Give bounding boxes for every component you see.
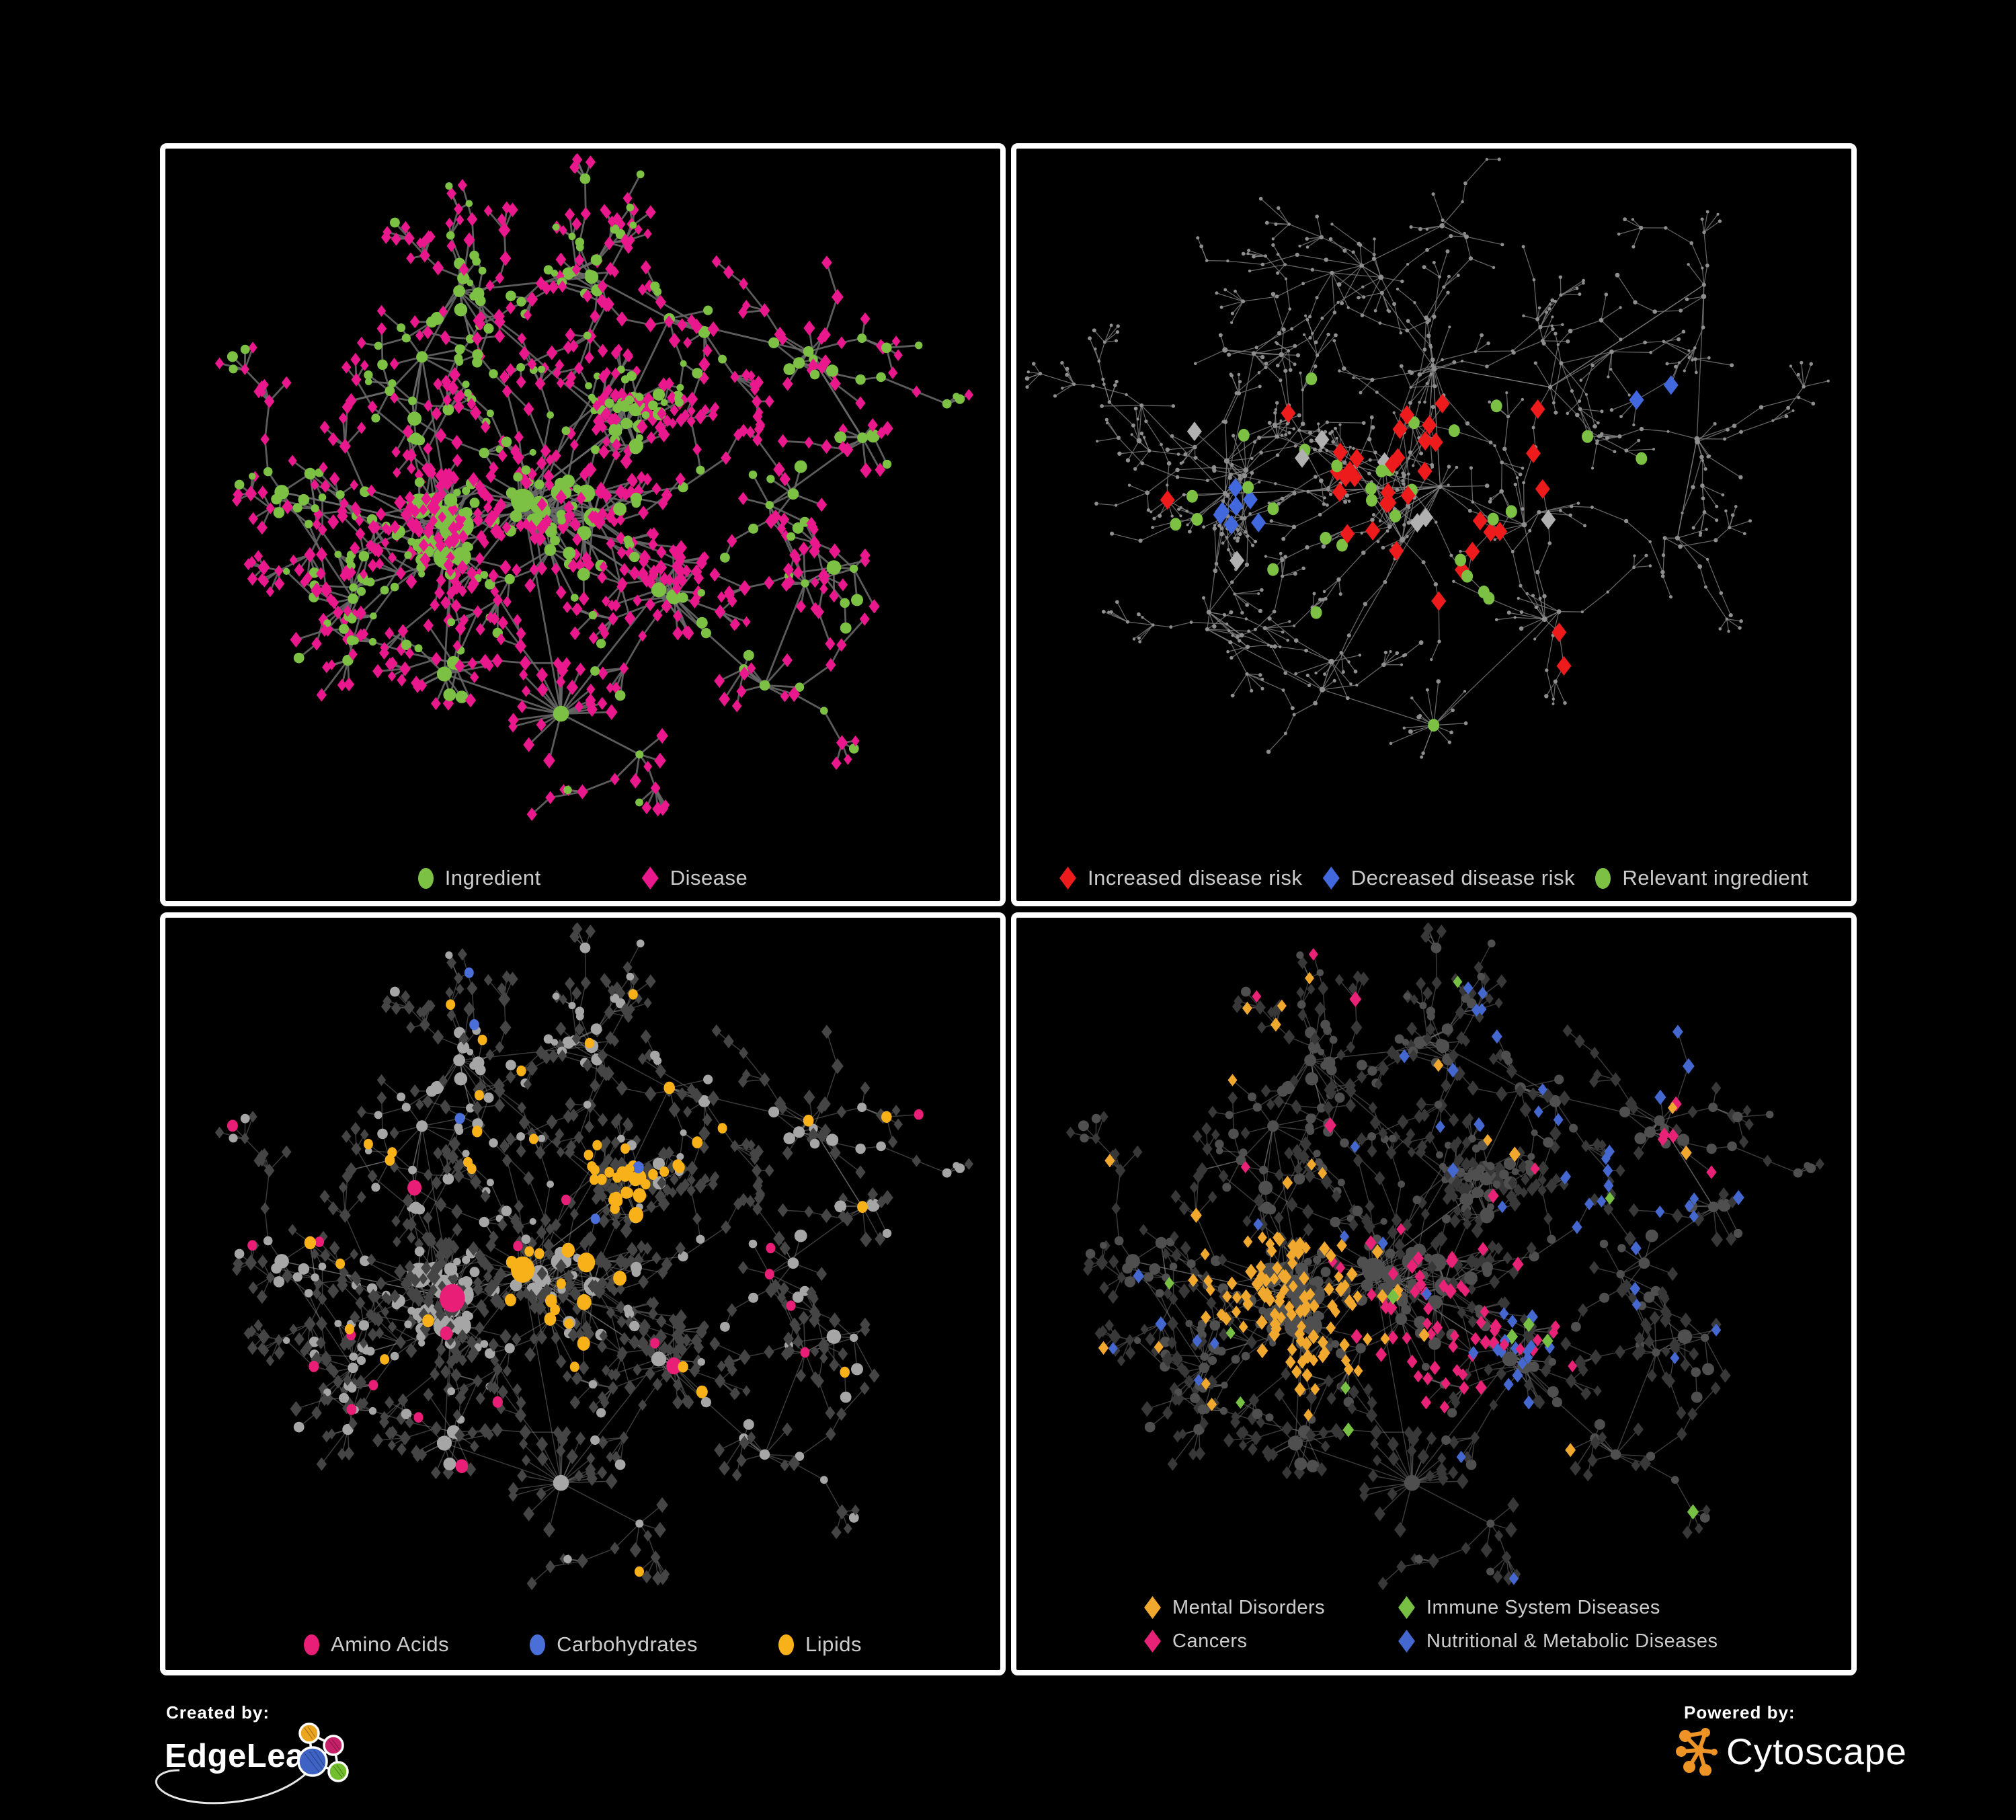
legend: Ingredient Disease	[165, 866, 1000, 890]
legend-label: Ingredient	[444, 866, 541, 889]
legend-item-carbohydrates: Carbohydrates	[530, 1632, 698, 1657]
legend-label: Decreased disease risk	[1350, 866, 1575, 889]
disease-risk-network-graph	[1024, 157, 1830, 759]
immune-diseases-node-icon	[1398, 1596, 1415, 1619]
amino-acids-node-icon	[304, 1634, 320, 1655]
lipids-node-icon	[778, 1634, 794, 1655]
disease-node-icon	[641, 867, 659, 889]
legend-item-increased-risk: Increased disease risk	[1059, 866, 1302, 890]
legend-label: Cancers	[1172, 1630, 1248, 1652]
mental-disorders-node-icon	[1144, 1596, 1161, 1619]
legend-label: Relevant ingredient	[1622, 866, 1808, 889]
legend-item-cancers: Cancers	[1144, 1630, 1398, 1653]
carbohydrates-node-icon	[530, 1634, 546, 1655]
legend: Amino Acids Carbohydrates Lipids	[165, 1632, 1000, 1657]
legend-label: Lipids	[805, 1632, 862, 1656]
legend-item-relevant-ingredient: Relevant ingredient	[1595, 866, 1808, 890]
increased-risk-node-icon	[1059, 867, 1076, 889]
cytoscape-wordmark: Cytoscape	[1726, 1731, 1907, 1772]
legend-label: Carbohydrates	[557, 1632, 698, 1656]
legend-item-ingredient: Ingredient	[417, 866, 541, 890]
legend-label: Nutritional & Metabolic Diseases	[1426, 1630, 1718, 1652]
ingredient-disease-network-graph	[214, 153, 973, 822]
legend-item-decreased-risk: Decreased disease risk	[1322, 866, 1575, 890]
edgeleap-logo-icon	[155, 1723, 349, 1805]
cytoscape-logo-icon	[1676, 1728, 1718, 1776]
panel-disease-risk-network: Increased disease risk Decreased disease…	[1011, 143, 1857, 906]
nutrient-classes-network-graph	[214, 922, 973, 1591]
legend-item-disease: Disease	[641, 866, 748, 890]
powered-by-credit: Powered by: Cytos	[1675, 1702, 1958, 1803]
legend-item-mental-disorders: Mental Disorders	[1144, 1596, 1398, 1619]
legend-label: Increased disease risk	[1088, 866, 1303, 889]
legend: Increased disease risk Decreased disease…	[1016, 866, 1851, 890]
disease-classes-network-graph	[1065, 922, 1824, 1591]
edgeleap-wordmark: EdgeLeap	[165, 1738, 325, 1774]
legend-item-amino-acids: Amino Acids	[304, 1632, 449, 1657]
legend-item-lipids: Lipids	[778, 1632, 862, 1657]
powered-by-label: Powered by:	[1684, 1702, 1796, 1723]
legend-item-immune-diseases: Immune System Diseases	[1398, 1596, 1718, 1619]
panel-ingredient-disease-network: Ingredient Disease	[160, 143, 1006, 906]
legend: Mental Disorders Immune System Diseases …	[1144, 1596, 1718, 1653]
created-by-credit: Created by: EdgeLeap	[145, 1702, 373, 1817]
legend-label: Mental Disorders	[1172, 1596, 1326, 1618]
panel-disease-classes-network: Mental Disorders Immune System Diseases …	[1011, 912, 1857, 1675]
relevant-ingredient-node-icon	[1595, 867, 1611, 889]
cancers-node-icon	[1144, 1630, 1161, 1653]
legend-label: Amino Acids	[331, 1632, 450, 1656]
legend-label: Immune System Diseases	[1426, 1596, 1660, 1618]
decreased-risk-node-icon	[1322, 867, 1340, 889]
ingredient-node-icon	[417, 867, 434, 889]
panel-nutrient-classes-network: Amino Acids Carbohydrates Lipids	[160, 912, 1006, 1675]
legend-label: Disease	[670, 866, 748, 889]
nutritional-metabolic-node-icon	[1398, 1630, 1415, 1653]
legend-item-nutritional-metabolic: Nutritional & Metabolic Diseases	[1398, 1630, 1718, 1653]
created-by-label: Created by:	[166, 1702, 270, 1723]
